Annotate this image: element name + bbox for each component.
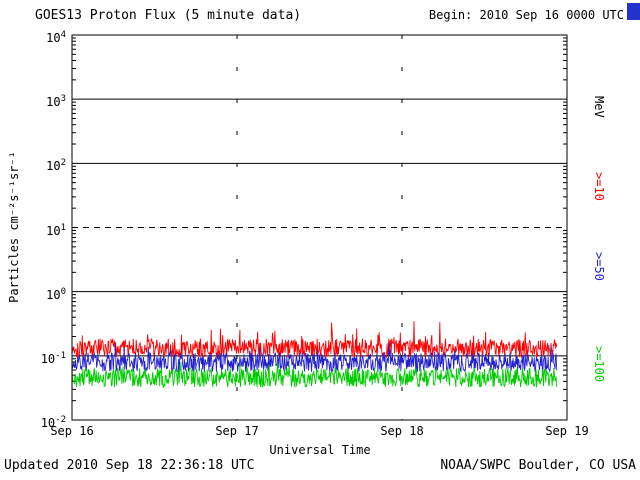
y-tick-label: 10-2 — [40, 415, 66, 430]
x-tick-label: Sep 16 — [50, 424, 94, 438]
x-tick-label: Sep 18 — [380, 424, 424, 438]
x-axis-label: Universal Time — [269, 443, 371, 457]
y-tick-label: 101 — [46, 222, 66, 238]
begin-timestamp: Begin: 2010 Sep 16 0000 UTC — [428, 8, 624, 22]
corner-marker — [627, 3, 640, 20]
energy-label: >=10 — [592, 172, 606, 201]
energy-label: MeV — [592, 96, 606, 118]
updated-timestamp: Updated 2010 Sep 18 22:36:18 UTC — [4, 458, 255, 473]
flux-trace — [71, 362, 558, 388]
plot-frame — [71, 34, 568, 421]
y-tick-label: 104 — [46, 30, 66, 45]
chart-title: GOES13 Proton Flux (5 minute data) — [35, 8, 302, 23]
x-tick-label: Sep 19 — [545, 424, 589, 438]
credit-text: NOAA/SWPC Boulder, CO USA — [440, 458, 636, 473]
y-tick-label: 100 — [46, 286, 66, 302]
flux-trace — [71, 342, 558, 373]
y-tick-label: 102 — [46, 158, 66, 174]
flux-trace — [71, 321, 558, 359]
x-tick-label: Sep 17 — [215, 424, 259, 438]
y-axis-label: Particles cm⁻²s⁻¹sr⁻¹ — [7, 151, 21, 303]
energy-label: >=100 — [592, 346, 606, 383]
y-tick-label: 103 — [46, 94, 66, 110]
y-tick-label: 10-1 — [40, 350, 66, 366]
energy-label: >=50 — [592, 252, 606, 281]
